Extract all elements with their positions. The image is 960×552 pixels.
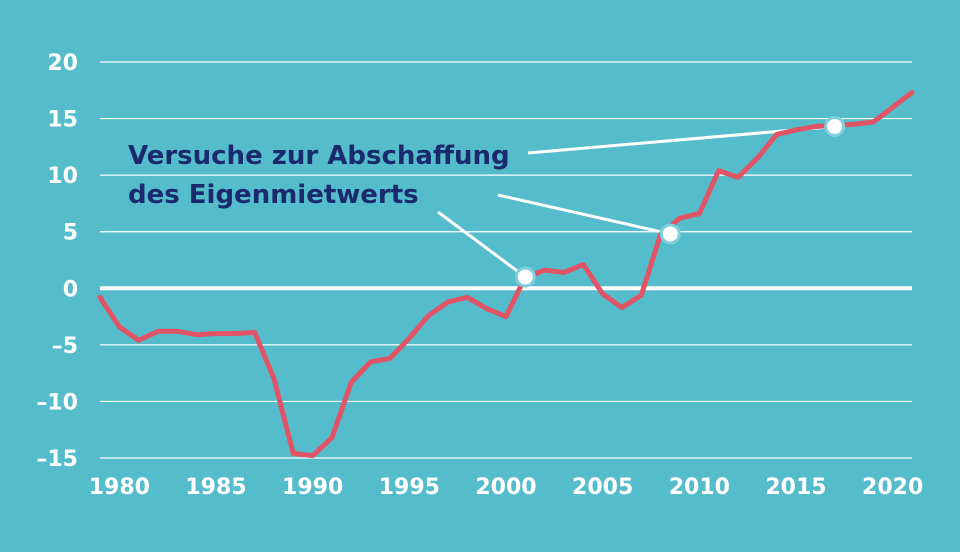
annotation-marker [824,115,846,137]
y-tick-label: 0 [63,277,78,302]
series-line [97,90,915,459]
x-tick-label: 2000 [475,475,536,500]
x-tick-label: 2020 [862,475,923,500]
y-tick-label: –15 [36,447,78,472]
y-tick-label: –5 [52,334,78,359]
x-tick-label: 1985 [185,475,246,500]
x-tick-label: 2005 [572,475,633,500]
gridlines [100,61,912,459]
x-tick-label: 1990 [282,475,343,500]
x-tick-label: 2015 [765,475,826,500]
x-tick-label: 1995 [379,475,440,500]
annotation-markers [514,115,846,288]
y-tick-label: –10 [36,390,78,415]
y-tick-label: 15 [47,108,78,133]
annotation-text-line-1: Versuche zur Abschaffung [128,141,510,171]
annotation-marker [514,266,536,288]
y-tick-label: 20 [47,51,78,76]
y-tick-label: 10 [47,164,78,189]
annotation-leader-line [437,210,527,279]
x-tick-label: 1980 [89,475,150,500]
y-tick-label: 5 [63,221,78,246]
x-tick-label: 2010 [669,475,730,500]
y-axis-ticks: 20 15 10 5 0 –5 –10 –15 [36,51,78,472]
x-axis-ticks: 1980 1985 1990 1995 2000 2005 2010 2015 2020 [89,475,924,500]
annotation-text-line-2: des Eigenmietwerts [128,180,419,210]
annotation-leader-line [497,193,671,236]
annotation-marker [659,223,681,245]
